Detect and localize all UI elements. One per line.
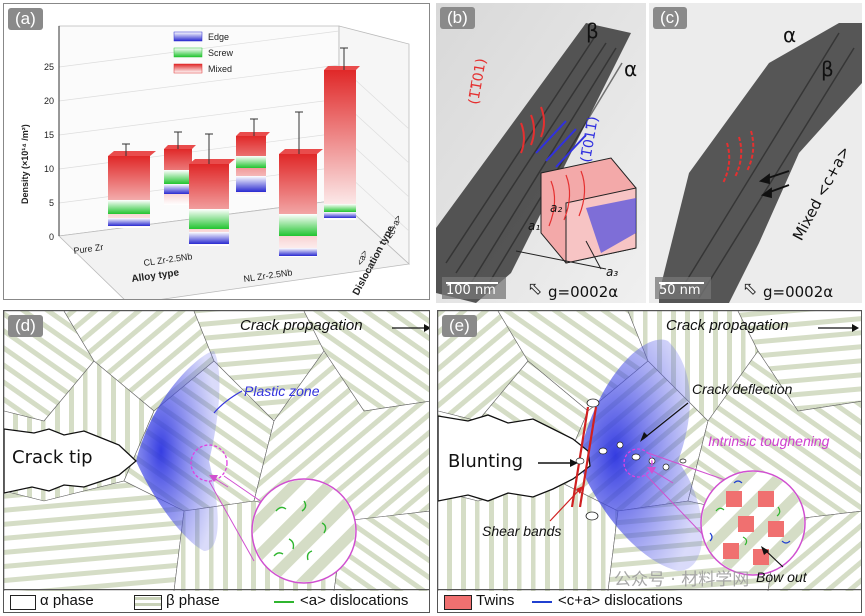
bar-cl-ca bbox=[164, 131, 196, 205]
beta-phase-swatch bbox=[134, 595, 162, 610]
panel-b-tem: (b) β α (1̅1̅01) (1̅011̅) a₁ a₂ a₃ 100 n… bbox=[436, 3, 646, 303]
intrinsic-toughening-label: Intrinsic toughening bbox=[708, 433, 830, 449]
blunting-label: Blunting bbox=[448, 451, 524, 472]
y-tick: 20 bbox=[44, 96, 54, 106]
crack-shape bbox=[438, 414, 591, 502]
alpha-label: α bbox=[783, 23, 797, 47]
bar-chart-3d: 0 5 10 15 20 25 Density (×10¹⁴ /m²) bbox=[20, 25, 410, 299]
panel-c-label: (c) bbox=[653, 7, 687, 29]
watermark: 公众号 · 材料学网 bbox=[614, 570, 750, 590]
y-tick: 15 bbox=[44, 130, 54, 140]
a-dislocation-swatch bbox=[274, 601, 294, 603]
y-tick: 10 bbox=[44, 164, 54, 174]
ca-dislocations-label: <c+a> dislocations bbox=[558, 592, 683, 609]
legend-left: α phase β phase <a> dislocations bbox=[4, 589, 429, 612]
crack-shape bbox=[4, 428, 137, 494]
crack-deflection-label: Crack deflection bbox=[692, 381, 793, 397]
panel-d-label: (d) bbox=[8, 315, 43, 337]
panel-c-tem: (c) α β Mixed <c+a> 50 nm ⇧ g=0002α bbox=[649, 3, 862, 303]
bar-cl-a bbox=[189, 133, 235, 246]
axis-a1: a₁ bbox=[528, 219, 541, 233]
beta-phase-label: β phase bbox=[166, 592, 220, 609]
y-axis-label: Density (×10¹⁴ /m²) bbox=[20, 124, 30, 204]
bar-nl-ca bbox=[236, 118, 270, 196]
y-tick: 5 bbox=[49, 198, 54, 208]
a-dislocations-label: <a> dislocations bbox=[300, 592, 409, 609]
axis-a2: a₂ bbox=[550, 201, 563, 215]
bar-purezr-a bbox=[108, 143, 156, 228]
panel-d-schematic: (d) Crack propagation Crack tip Plastic … bbox=[3, 310, 430, 613]
legend-mixed: Mixed bbox=[208, 64, 232, 74]
hcp-prism-diagram bbox=[515, 157, 637, 270]
bow-out-label: Bow out bbox=[756, 569, 807, 585]
ca-dislocation-swatch bbox=[532, 601, 552, 603]
alpha-phase-label: α phase bbox=[40, 592, 94, 609]
bar-tall bbox=[324, 47, 360, 220]
plastic-zone-shape bbox=[578, 339, 703, 571]
alpha-label: α bbox=[624, 57, 638, 81]
plastic-zone-shape bbox=[136, 351, 220, 551]
alpha-phase-swatch bbox=[10, 595, 36, 610]
chart-legend: Edge Screw Mixed bbox=[173, 31, 234, 74]
g-vector-label: g=0002α bbox=[548, 283, 619, 301]
x-tick-purezr: Pure Zr bbox=[73, 242, 104, 256]
panel-a-chart: (a) 0 5 10 15 20 25 Density ( bbox=[3, 3, 430, 300]
beta-label: β bbox=[821, 57, 834, 81]
scale-bar-label: 100 nm bbox=[446, 283, 496, 298]
y-tick: 0 bbox=[49, 232, 54, 242]
legend-edge: Edge bbox=[208, 32, 229, 42]
scale-bar-label: 50 nm bbox=[659, 283, 701, 298]
panel-e-schematic: (e) Crack propagation Blunting Crack def… bbox=[437, 310, 862, 613]
shear-bands-label: Shear bands bbox=[482, 523, 562, 539]
crack-propagation-label: Crack propagation bbox=[666, 317, 789, 334]
twins-swatch bbox=[444, 595, 472, 610]
beta-label: β bbox=[586, 19, 599, 43]
twins-label: Twins bbox=[476, 592, 515, 609]
panel-b-label: (b) bbox=[440, 7, 475, 29]
bar-nl-a bbox=[279, 111, 323, 257]
crack-propagation-label: Crack propagation bbox=[240, 317, 363, 334]
plastic-zone-label: Plastic zone bbox=[244, 383, 320, 399]
legend-screw: Screw bbox=[208, 48, 234, 58]
y-tick: 25 bbox=[44, 62, 54, 72]
axis-a3: a₃ bbox=[606, 265, 619, 279]
panel-e-label: (e) bbox=[442, 315, 477, 337]
g-vector-label: g=0002α bbox=[763, 283, 834, 301]
crack-tip-label: Crack tip bbox=[12, 447, 93, 468]
legend-right: Twins <c+a> dislocations bbox=[438, 589, 861, 612]
panel-a-label: (a) bbox=[8, 8, 43, 30]
